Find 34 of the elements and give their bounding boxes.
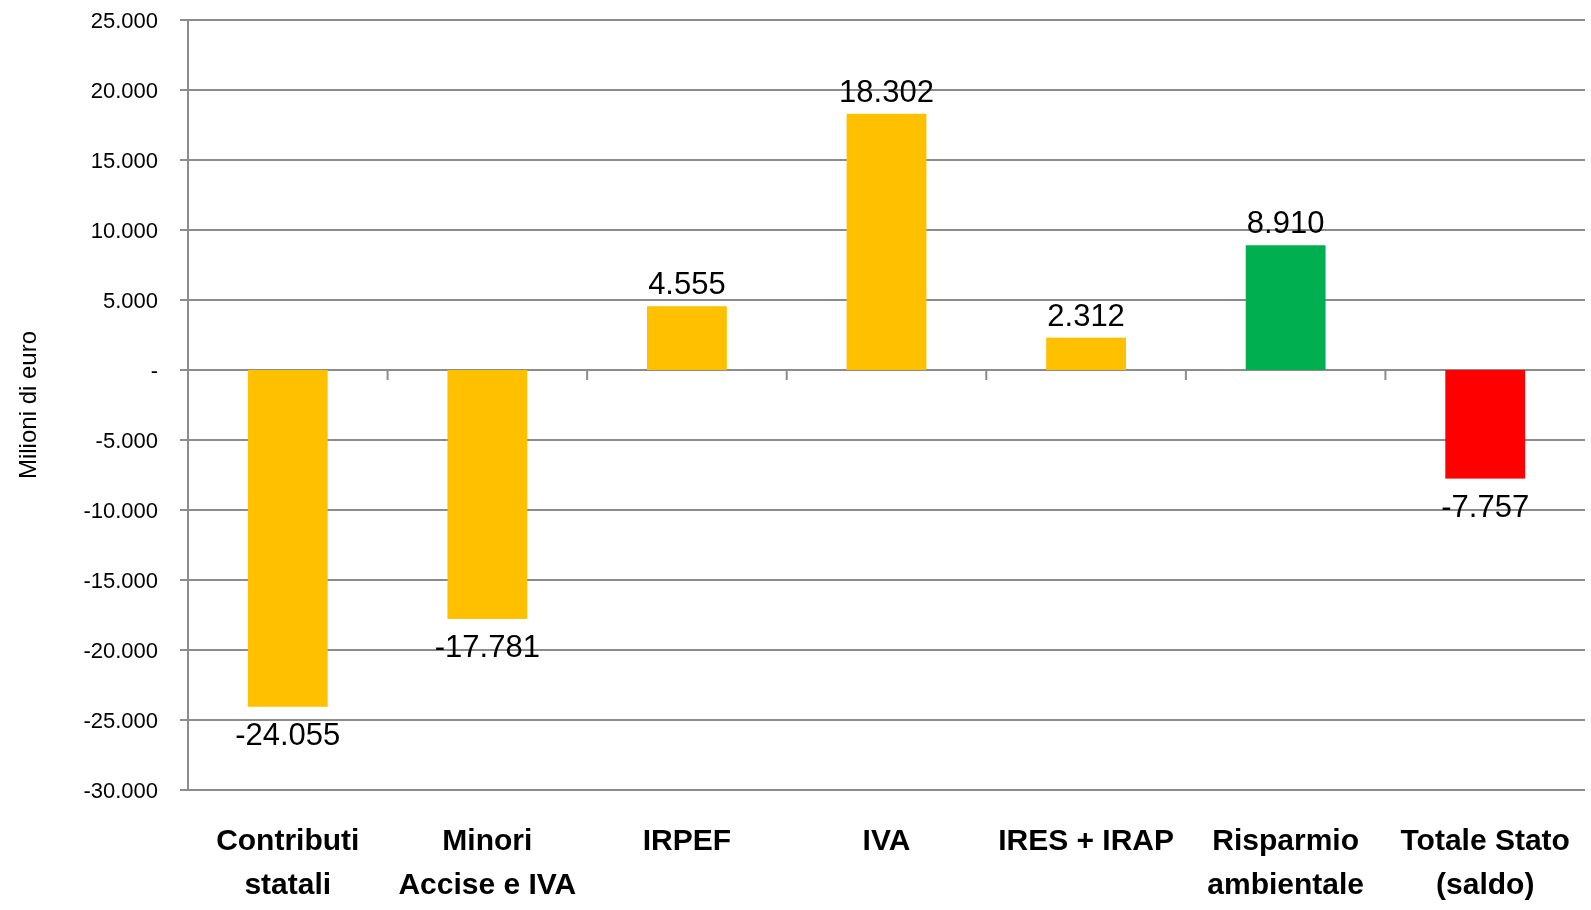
- bar: [1445, 370, 1526, 479]
- x-tick-label: Totale Stato (saldo): [1400, 823, 1570, 900]
- data-label: 4.555: [648, 266, 726, 302]
- data-label: -17.781: [434, 628, 540, 664]
- x-tick-label: Minori Accise e IVA: [398, 823, 577, 900]
- bar: [1245, 245, 1326, 370]
- bar: [447, 370, 528, 619]
- y-tick-label: 10.000: [90, 217, 158, 243]
- y-axis-title: Milioni di euro: [14, 330, 41, 480]
- y-tick-label: -: [150, 357, 158, 383]
- y-tick-label: -10.000: [83, 497, 158, 523]
- x-tick-label: IRPEF: [642, 823, 732, 856]
- y-tick-label: -5.000: [95, 427, 158, 453]
- x-tick-label: Risparmio ambientale: [1207, 823, 1365, 900]
- y-tick-label: 25.000: [90, 7, 158, 33]
- y-tick-label: -30.000: [83, 777, 158, 803]
- x-tick-label: IVA: [862, 823, 911, 856]
- y-tick-label: -25.000: [83, 707, 158, 733]
- data-label: -24.055: [235, 716, 341, 752]
- x-tick-label: IRES + IRAP: [998, 823, 1175, 856]
- y-tick-label: 15.000: [90, 147, 158, 173]
- y-tick-label: -15.000: [83, 567, 158, 593]
- data-label: 18.302: [839, 73, 934, 109]
- data-label: 8.910: [1246, 205, 1325, 241]
- data-label: 2.312: [1047, 297, 1125, 333]
- data-label: -7.757: [1441, 488, 1530, 524]
- y-tick-label: 20.000: [90, 77, 158, 103]
- x-tick-label: Contributi statali: [216, 823, 360, 900]
- bar: [846, 113, 927, 370]
- bar: [647, 306, 727, 370]
- y-tick-label: -20.000: [83, 637, 158, 663]
- bar: [247, 370, 328, 707]
- bar: [1046, 337, 1126, 370]
- y-tick-label: 5.000: [102, 287, 158, 313]
